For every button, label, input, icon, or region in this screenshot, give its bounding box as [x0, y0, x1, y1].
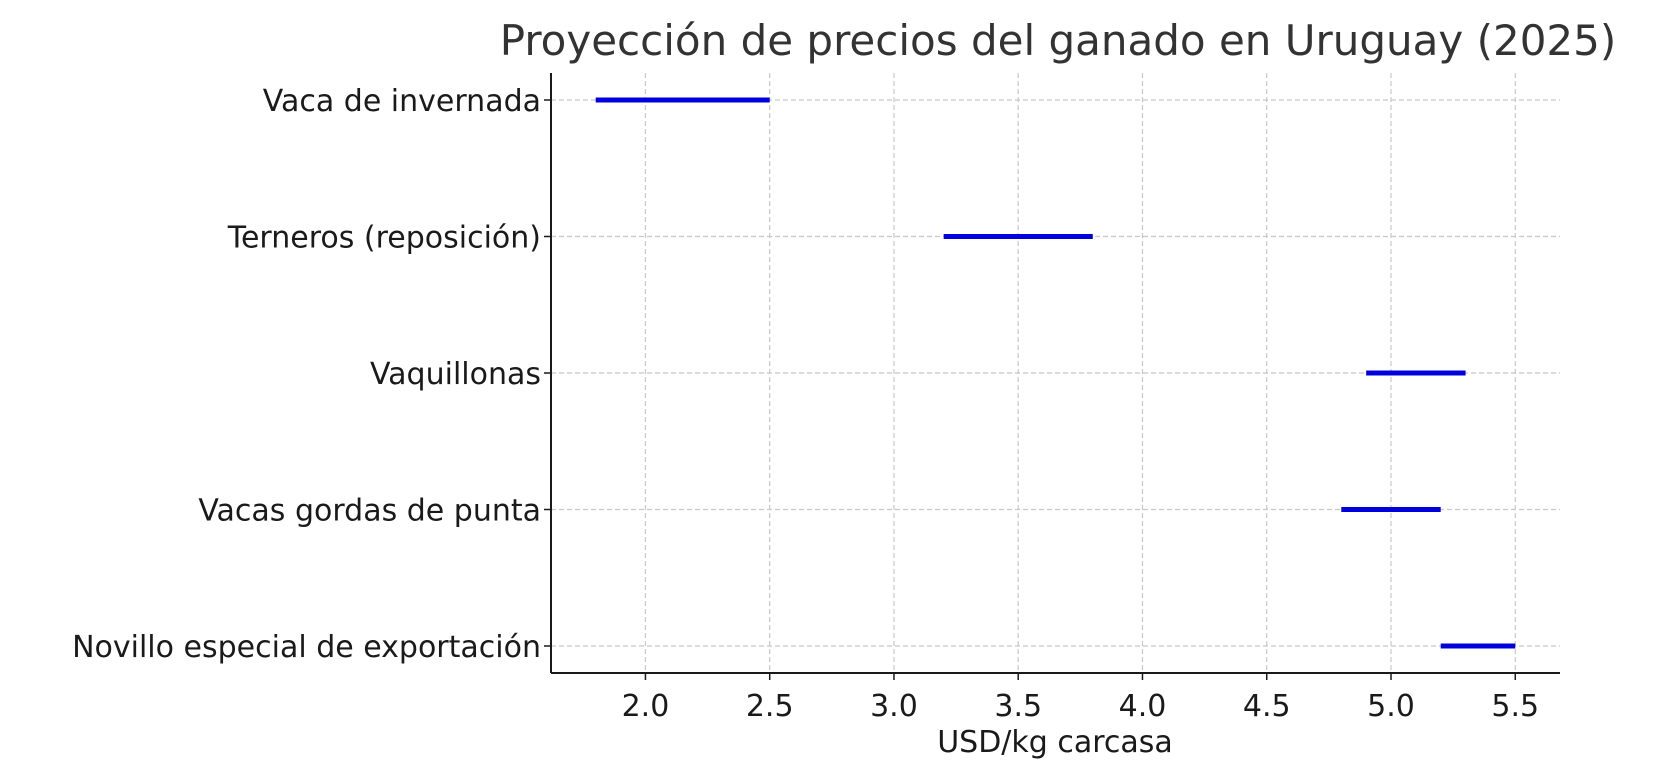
x-tick-label: 3.5: [994, 689, 1042, 724]
x-tick-label: 4.5: [1243, 689, 1291, 724]
category-label: Vaca de invernada: [263, 84, 541, 119]
range-bars: [595, 97, 1516, 649]
x-tick-label: 4.0: [1119, 689, 1167, 724]
x-tick-label: 3.0: [870, 689, 918, 724]
x-tick-label: 5.0: [1367, 689, 1415, 724]
x-axis-label: USD/kg carcasa: [937, 725, 1173, 760]
category-label: Novillo especial de exportación: [72, 630, 541, 665]
x-tick-label: 2.0: [622, 689, 670, 724]
category-label: Vaquillonas: [370, 357, 541, 392]
ticks: 2.0 2.5 3.0 3.5 4.0 4.5 5.0 5.5 Vaca de invernad…: [72, 84, 1539, 724]
grid: [551, 73, 1560, 673]
chart-title: Proyección de precios del ganado en Urug…: [500, 16, 1617, 65]
x-tick-label: 2.5: [746, 689, 794, 724]
x-tick-label: 5.5: [1491, 689, 1539, 724]
category-label: Terneros (reposición): [227, 221, 541, 256]
category-label: Vacas gordas de punta: [198, 494, 541, 529]
